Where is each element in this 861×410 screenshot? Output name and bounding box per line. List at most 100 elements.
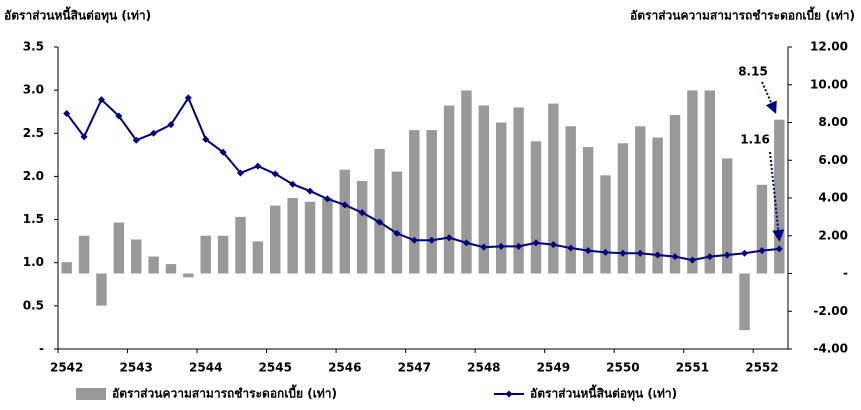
y-tick-label: 2.0 xyxy=(23,169,44,183)
marker xyxy=(254,162,262,170)
legend-swatch xyxy=(76,388,106,400)
bar xyxy=(235,216,246,274)
y2-tick-label: -2.00 xyxy=(813,304,848,318)
y2-tick-label: 4.00 xyxy=(818,191,848,205)
annotation-arrow xyxy=(769,151,785,242)
y2-axis-label: อัตราส่วนความสามารถชำระดอกเบี้ย (เท่า) xyxy=(630,6,855,23)
marker xyxy=(393,229,401,237)
bar xyxy=(339,169,350,274)
y2-tick-label: 12.00 xyxy=(810,40,848,54)
marker xyxy=(654,251,662,259)
marker xyxy=(480,243,488,251)
marker xyxy=(619,249,627,257)
marker xyxy=(671,253,679,261)
bar xyxy=(443,105,455,274)
bar xyxy=(217,235,229,274)
y2-tick-label: -4.00 xyxy=(813,342,848,356)
bar xyxy=(548,103,559,274)
marker xyxy=(462,239,470,247)
bar xyxy=(131,239,142,274)
y-tick-label: 2.5 xyxy=(23,126,44,140)
bar xyxy=(530,141,542,274)
marker xyxy=(376,218,384,226)
bar xyxy=(409,130,420,274)
bar xyxy=(756,184,768,274)
x-tick-label: 2547 xyxy=(398,361,431,375)
bar xyxy=(774,119,785,274)
annotation: 1.16 xyxy=(740,133,770,147)
bar xyxy=(426,130,437,274)
marker xyxy=(97,96,105,104)
marker xyxy=(549,241,557,249)
y-tick-label: 3.5 xyxy=(23,40,44,54)
marker xyxy=(567,244,575,252)
marker xyxy=(271,170,279,178)
bar xyxy=(113,222,125,274)
marker xyxy=(445,234,453,242)
marker xyxy=(428,236,436,244)
bar xyxy=(391,171,403,274)
bar xyxy=(617,143,629,274)
bar xyxy=(496,122,507,274)
bar xyxy=(148,256,159,274)
bar xyxy=(287,198,298,274)
marker xyxy=(741,249,749,257)
marker xyxy=(132,136,140,144)
marker xyxy=(323,195,331,203)
y2-tick-label: 6.00 xyxy=(818,153,848,167)
marker xyxy=(532,239,540,247)
x-tick-label: 2550 xyxy=(606,361,639,375)
x-tick-label: 2544 xyxy=(189,361,222,375)
bar xyxy=(721,158,733,274)
legend-label: อัตราส่วนความสามารถชำระดอกเบี้ย (เท่า) xyxy=(112,384,337,401)
x-tick-label: 2545 xyxy=(259,361,292,375)
y-tick-label: 1.5 xyxy=(23,212,44,226)
marker xyxy=(219,148,227,156)
x-tick-label: 2543 xyxy=(120,361,153,375)
bar xyxy=(96,273,107,306)
bar xyxy=(565,126,576,274)
marker xyxy=(758,247,766,255)
y2-tick-label: 8.00 xyxy=(818,115,848,129)
bar xyxy=(78,235,90,274)
bar xyxy=(356,181,368,274)
bar xyxy=(252,241,264,274)
bar xyxy=(61,262,72,274)
marker xyxy=(80,133,88,141)
bar xyxy=(652,137,663,274)
x-tick-label: 2546 xyxy=(328,361,361,375)
y-tick-label: 1.0 xyxy=(23,255,44,269)
marker xyxy=(497,242,505,250)
y2-tick-label: 10.00 xyxy=(810,77,848,91)
bar xyxy=(183,273,194,278)
bar xyxy=(635,126,646,274)
bar xyxy=(669,114,681,274)
bar xyxy=(461,90,472,274)
y-axis-label: อัตราส่วนหนี้สินต่อทุน (เท่า) xyxy=(4,6,151,24)
bar xyxy=(704,90,715,274)
bar xyxy=(304,201,316,274)
marker xyxy=(706,253,714,261)
marker xyxy=(515,242,523,250)
annotation-arrow xyxy=(761,81,777,114)
x-tick-label: 2542 xyxy=(50,361,83,375)
marker xyxy=(167,121,175,129)
x-tick-label: 2552 xyxy=(745,361,778,375)
legend-marker xyxy=(505,390,513,398)
legend-label: อัตราส่วนหนี้สินต่อทุน (เท่า) xyxy=(530,384,677,402)
bar xyxy=(478,105,490,274)
y2-tick-label: 2.00 xyxy=(818,228,848,242)
marker xyxy=(63,109,71,117)
marker xyxy=(202,135,210,143)
y2-tick-label: - xyxy=(843,266,848,280)
bar xyxy=(600,175,611,274)
bar xyxy=(513,107,524,274)
y-tick-label: 0.5 xyxy=(23,298,44,312)
marker xyxy=(358,209,366,217)
marker xyxy=(237,169,244,177)
bar xyxy=(322,198,333,274)
bar xyxy=(687,90,698,274)
marker xyxy=(636,249,644,257)
marker xyxy=(289,180,297,188)
